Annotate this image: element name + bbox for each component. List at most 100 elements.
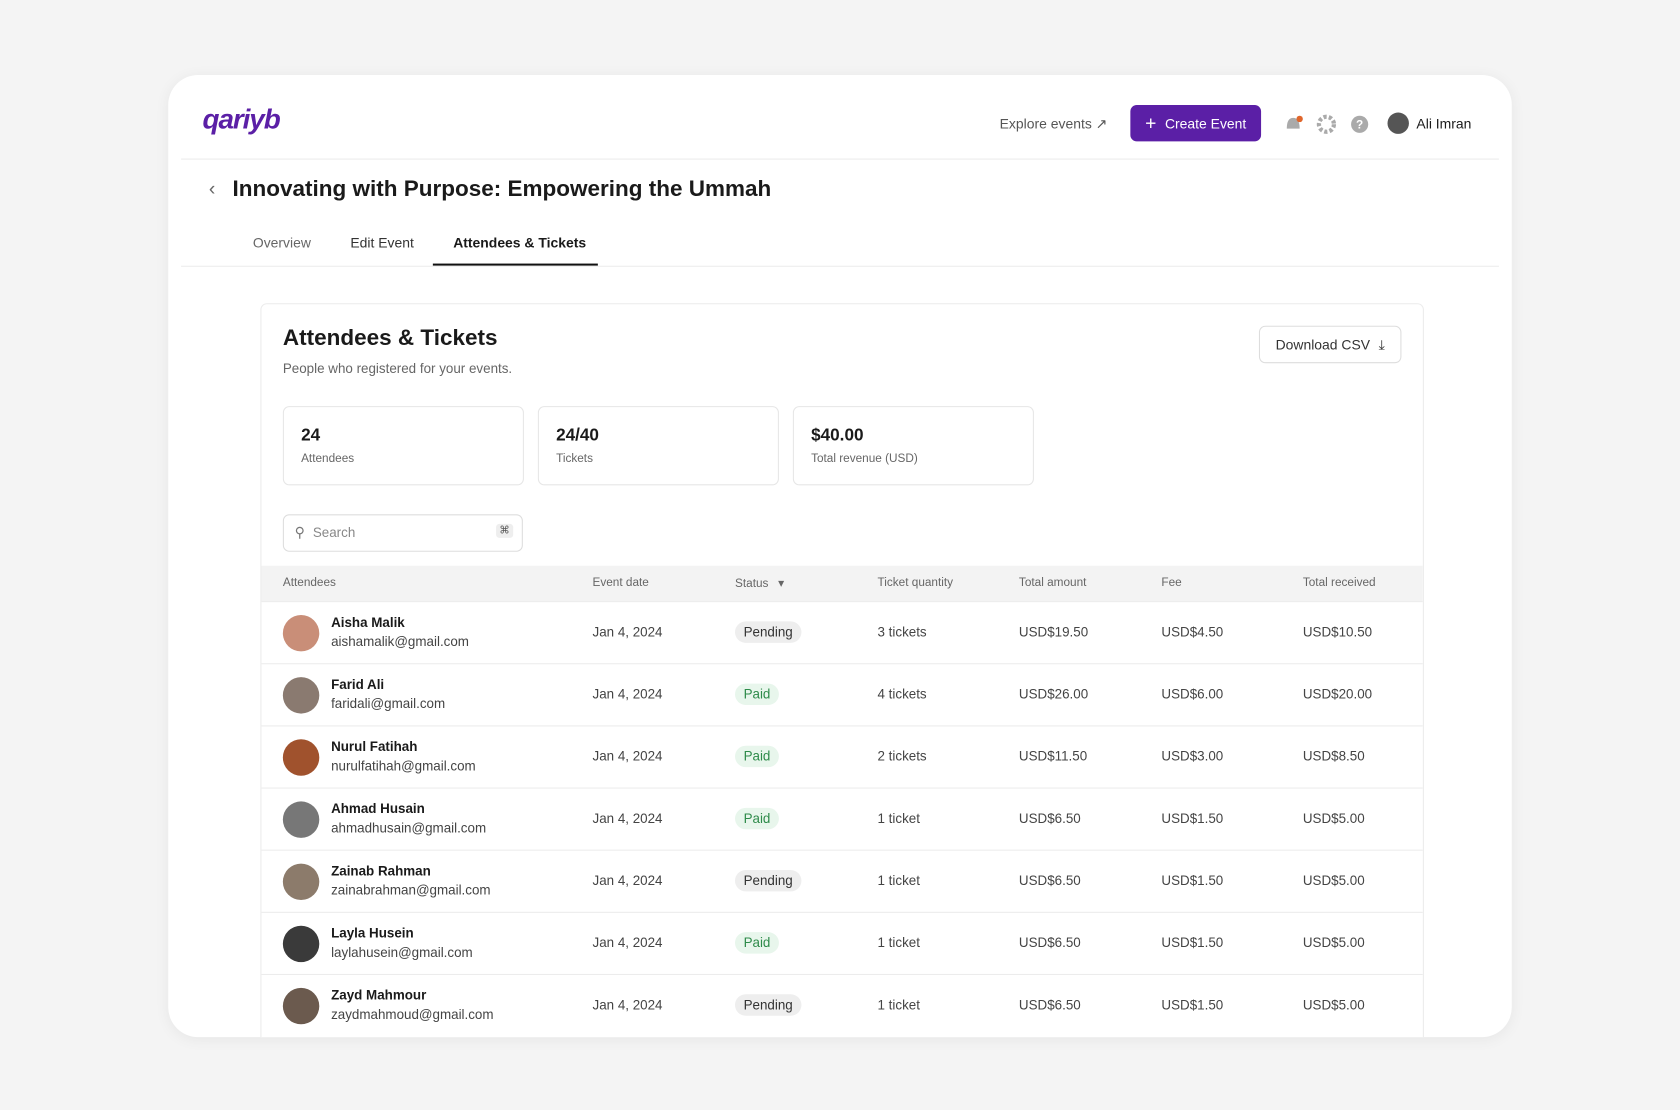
- cell-fee: USD$3.00: [1161, 748, 1224, 764]
- cell-fee: USD$1.50: [1161, 811, 1224, 827]
- avatar: [282, 615, 320, 652]
- tab[interactable]: Edit Event: [350, 234, 414, 251]
- column-header[interactable]: Status ▾: [735, 577, 785, 591]
- table-row[interactable]: Ahmad Husain ahmadhusain@gmail.com Jan 4, …: [261, 787, 1423, 851]
- cell-quantity: 1 ticket: [877, 873, 920, 889]
- tab[interactable]: Overview: [252, 234, 311, 251]
- logo[interactable]: qariyb: [202, 102, 281, 136]
- stat-value: $40.00: [811, 426, 864, 445]
- header-icons: ?: [1286, 114, 1369, 134]
- settings-icon[interactable]: [1316, 114, 1337, 134]
- cell-date: Jan 4, 2024: [592, 811, 663, 827]
- cell-received: USD$8.50: [1302, 748, 1365, 764]
- attendee-name: Nurul Fatihah: [331, 739, 418, 755]
- table-row[interactable]: Farid Ali faridali@gmail.com Jan 4, 2024 Pa…: [261, 663, 1423, 726]
- cell-quantity: 2 tickets: [877, 748, 927, 764]
- cell-fee: USD$1.50: [1161, 935, 1224, 951]
- help-icon[interactable]: [1351, 115, 1369, 133]
- cell-received: USD$5.00: [1302, 935, 1365, 951]
- status-badge: Paid: [735, 745, 779, 768]
- attendee-name: Zainab Rahman: [331, 863, 431, 879]
- cell-quantity: 3 tickets: [877, 624, 927, 640]
- column-header: Attendees: [282, 576, 336, 590]
- cell-quantity: 1 ticket: [877, 811, 920, 827]
- avatar: [282, 801, 320, 838]
- search-placeholder: Search: [312, 525, 356, 541]
- attendee-name: Zayd Mahmour: [331, 987, 427, 1003]
- attendee-email: zainabrahman@gmail.com: [331, 882, 491, 898]
- bell-icon[interactable]: [1286, 117, 1300, 131]
- cell-date: Jan 4, 2024: [592, 624, 663, 640]
- table-row[interactable]: Zainab Rahman zainabrahman@gmail.com Jan 4…: [261, 849, 1423, 913]
- explore-link[interactable]: Explore events ↗: [999, 115, 1108, 132]
- cell-received: USD$20.00: [1302, 686, 1373, 702]
- stat-card: 24/40 Tickets: [537, 406, 779, 486]
- status-badge: Paid: [735, 932, 779, 954]
- cell-date: Jan 4, 2024: [592, 997, 663, 1013]
- avatar: [282, 925, 320, 963]
- section-subtitle: People who registered for your events.: [282, 361, 513, 377]
- table-row[interactable]: Layla Husein laylahusein@gmail.com Jan 4, …: [261, 911, 1423, 975]
- stat-card: $40.00 Total revenue (USD): [792, 406, 1034, 486]
- avatar: [282, 863, 320, 901]
- app-window: qariyb Explore events ↗ + Create Event ? …: [168, 75, 1512, 1038]
- attendee-email: aishamalik@gmail.com: [331, 634, 469, 650]
- download-csv-button[interactable]: Download CSV ⤓: [1258, 325, 1402, 364]
- attendees-panel: Attendees & Tickets People who registere…: [260, 303, 1424, 1038]
- cell-fee: USD$1.50: [1161, 997, 1224, 1013]
- cell-amount: USD$26.00: [1018, 686, 1089, 702]
- search-shortcut: ⌘: [496, 523, 514, 538]
- cell-date: Jan 4, 2024: [592, 935, 663, 951]
- cell-date: Jan 4, 2024: [592, 873, 663, 889]
- section-title: Attendees & Tickets: [282, 325, 498, 351]
- stat-label: Attendees: [301, 452, 355, 466]
- cell-amount: USD$6.50: [1018, 997, 1081, 1013]
- column-header: Ticket quantity: [877, 576, 954, 590]
- attendee-email: laylahusein@gmail.com: [331, 945, 473, 961]
- cell-received: USD$5.00: [1302, 997, 1365, 1013]
- status-badge: Pending: [735, 621, 802, 643]
- status-badge: Paid: [735, 683, 779, 706]
- attendee-name: Farid Ali: [331, 677, 385, 693]
- tab-active[interactable]: Attendees & Tickets: [453, 234, 587, 251]
- user-avatar[interactable]: [1387, 112, 1409, 134]
- tab-underline: [432, 263, 598, 266]
- cell-fee: USD$4.50: [1161, 624, 1224, 640]
- stat-label: Total revenue (USD): [811, 452, 918, 466]
- avatar: [282, 677, 320, 714]
- cell-amount: USD$6.50: [1018, 811, 1081, 827]
- attendee-name: Aisha Malik: [331, 615, 405, 631]
- table-row[interactable]: Zayd Mahmour zaydmahmoud@gmail.com Jan 4, …: [261, 973, 1423, 1037]
- status-badge: Pending: [735, 994, 802, 1016]
- create-event-button[interactable]: + Create Event: [1130, 105, 1262, 142]
- cell-date: Jan 4, 2024: [592, 686, 663, 702]
- status-badge: Paid: [735, 807, 779, 830]
- svg-text:?: ?: [1356, 119, 1363, 132]
- table-row[interactable]: Nurul Fatihah nurulfatihah@gmail.com Jan 4…: [261, 725, 1423, 788]
- explore-text: Explore events: [999, 115, 1092, 132]
- back-button[interactable]: ‹: [208, 177, 216, 200]
- column-header: Total amount: [1018, 576, 1087, 590]
- user-name[interactable]: Ali Imran: [1416, 115, 1472, 132]
- cell-amount: USD$6.50: [1018, 935, 1081, 951]
- status-badge: Pending: [735, 870, 802, 892]
- cell-fee: USD$6.00: [1161, 686, 1224, 702]
- cell-fee: USD$1.50: [1161, 873, 1224, 889]
- cell-quantity: 1 ticket: [877, 997, 920, 1013]
- attendee-email: faridali@gmail.com: [331, 696, 446, 712]
- cell-received: USD$5.00: [1302, 873, 1365, 889]
- header-divider: [181, 158, 1499, 160]
- cell-received: USD$5.00: [1302, 811, 1365, 827]
- search-box[interactable]: ⚲ Search ⌘: [282, 514, 523, 552]
- table-header: [261, 565, 1423, 602]
- avatar: [282, 987, 320, 1025]
- cell-amount: USD$19.50: [1018, 624, 1089, 640]
- table-row[interactable]: Aisha Malik aishamalik@gmail.com Jan 4, 20…: [261, 601, 1423, 664]
- stat-card: 24 Attendees: [282, 406, 524, 486]
- avatar: [282, 739, 320, 776]
- notification-dot: [1296, 115, 1303, 123]
- cell-date: Jan 4, 2024: [592, 748, 663, 764]
- create-text: Create Event: [1164, 115, 1247, 132]
- attendee-email: zaydmahmoud@gmail.com: [331, 1007, 494, 1023]
